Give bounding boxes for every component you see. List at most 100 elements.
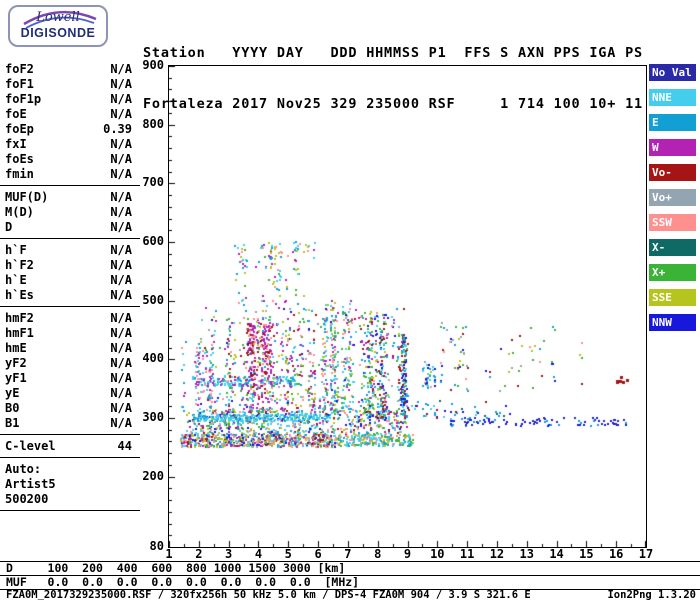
- legend: No Val NNE E W Vo- Vo+ SSW X- X+ SSE NNW: [649, 64, 696, 339]
- param-group-separator: [0, 185, 140, 186]
- legend-item-e: E: [649, 114, 696, 131]
- param-row: yF1 N/A: [0, 371, 140, 386]
- param-name: fmin: [5, 167, 34, 181]
- legend-item-xp: X+: [649, 264, 696, 281]
- param-value: N/A: [110, 356, 132, 370]
- param-value: N/A: [110, 243, 132, 257]
- x-tick-label: 10: [430, 547, 445, 561]
- param-name: yF2: [5, 356, 27, 370]
- divider-top: [0, 561, 700, 562]
- param-name: C-level: [5, 439, 56, 453]
- footer-file-info: FZA0M_2017329235000.RSF / 320fx256h 50 k…: [6, 589, 531, 600]
- param-value: N/A: [110, 288, 132, 302]
- param-value: N/A: [110, 371, 132, 385]
- y-tick-label: 80: [149, 539, 164, 553]
- param-name: foEp: [5, 122, 34, 136]
- param-row: yE N/A: [0, 386, 140, 401]
- param-name: hmF1: [5, 326, 34, 340]
- legend-item-xm: X-: [649, 239, 696, 256]
- param-row: foF1 N/A: [0, 77, 140, 92]
- param-name: Auto:: [5, 462, 42, 476]
- param-value: N/A: [110, 205, 132, 219]
- param-value: N/A: [110, 311, 132, 325]
- param-name: foF1p: [5, 92, 42, 106]
- param-row: B1 N/A: [0, 416, 140, 431]
- param-name: foEs: [5, 152, 34, 166]
- legend-item-sse: SSE: [649, 289, 696, 306]
- x-tick-label: 6: [314, 547, 322, 561]
- param-row: Artist5: [0, 477, 140, 492]
- legend-item-noval: No Val: [649, 64, 696, 81]
- param-row: C-level 44: [0, 439, 140, 454]
- param-row: 500200: [0, 492, 140, 507]
- param-row: D N/A: [0, 220, 140, 235]
- legend-item-ssw: SSW: [649, 214, 696, 231]
- y-tick-label: 600: [142, 233, 164, 248]
- y-tick-label: 500: [142, 292, 164, 307]
- param-value: N/A: [110, 77, 132, 91]
- param-name: h`Es: [5, 288, 34, 302]
- x-tick-label: 7: [344, 547, 352, 561]
- ionogram-plot: [168, 65, 647, 548]
- param-name: fxI: [5, 137, 27, 151]
- param-name: foE: [5, 107, 27, 121]
- x-tick-label: 8: [374, 547, 382, 561]
- param-name: Artist5: [5, 477, 56, 491]
- x-tick-label: 13: [519, 547, 534, 561]
- param-row: hmE N/A: [0, 341, 140, 356]
- param-name: h`F: [5, 243, 27, 257]
- param-panel: foF2 N/A foF1 N/A foF1p N/A foE N/A foEp 0.39 fxI N…: [0, 62, 140, 515]
- logo-lowell-text: Lowell: [36, 10, 80, 25]
- param-row: h`Es N/A: [0, 288, 140, 303]
- param-name: MUF(D): [5, 190, 49, 204]
- legend-item-w: W: [649, 139, 696, 156]
- param-name: hmE: [5, 341, 27, 355]
- header-labels-line: Station YYYY DAY DDD HHMMSS P1 FFS S AXN…: [143, 45, 643, 61]
- param-name: hmF2: [5, 311, 34, 325]
- param-name: h`F2: [5, 258, 34, 272]
- y-tick-label: 700: [142, 175, 164, 190]
- param-value: N/A: [110, 273, 132, 287]
- param-value: N/A: [110, 326, 132, 340]
- param-group-separator: [0, 238, 140, 239]
- divider-bottom: [0, 589, 700, 590]
- x-tick-label: 15: [579, 547, 594, 561]
- param-name: yF1: [5, 371, 27, 385]
- param-row: B0 N/A: [0, 401, 140, 416]
- param-value: N/A: [110, 401, 132, 415]
- y-tick-label: 200: [142, 468, 164, 483]
- param-row: foEs N/A: [0, 152, 140, 167]
- param-value: 44: [117, 439, 132, 453]
- x-tick-label: 16: [608, 547, 624, 561]
- legend-item-nnw: NNW: [649, 314, 696, 331]
- y-tick-label: 300: [142, 409, 164, 424]
- param-value: N/A: [110, 416, 132, 430]
- y-tick-label: 800: [142, 116, 164, 131]
- x-tick-label: 17: [638, 547, 654, 561]
- param-row: h`E N/A: [0, 273, 140, 288]
- param-value: N/A: [110, 167, 132, 181]
- param-row: foEp 0.39: [0, 122, 140, 137]
- param-value: N/A: [110, 258, 132, 272]
- param-name: foF1: [5, 77, 34, 91]
- param-name: D: [5, 220, 13, 234]
- x-tick-label: 5: [284, 547, 292, 561]
- param-value: N/A: [110, 107, 132, 121]
- param-row: M(D) N/A: [0, 205, 140, 220]
- param-name: M(D): [5, 205, 34, 219]
- footer: FZA0M_2017329235000.RSF / 320fx256h 50 k…: [6, 590, 696, 600]
- param-row: h`F N/A: [0, 243, 140, 258]
- param-value: N/A: [110, 137, 132, 151]
- param-name: foF2: [5, 62, 34, 76]
- param-value: N/A: [110, 152, 132, 166]
- param-row: foF1p N/A: [0, 92, 140, 107]
- muf-row: MUF 0.0 0.0 0.0 0.0 0.0 0.0 0.0 0.0 [MHz…: [6, 575, 360, 589]
- param-row: hmF2 N/A: [0, 311, 140, 326]
- param-row: Auto:: [0, 462, 140, 477]
- param-row: yF2 N/A: [0, 356, 140, 371]
- param-value: 0.39: [103, 122, 132, 136]
- param-value: N/A: [110, 62, 132, 76]
- param-name: B1: [5, 416, 20, 430]
- legend-item-vom: Vo-: [649, 164, 696, 181]
- x-tick-label: 1: [165, 547, 173, 561]
